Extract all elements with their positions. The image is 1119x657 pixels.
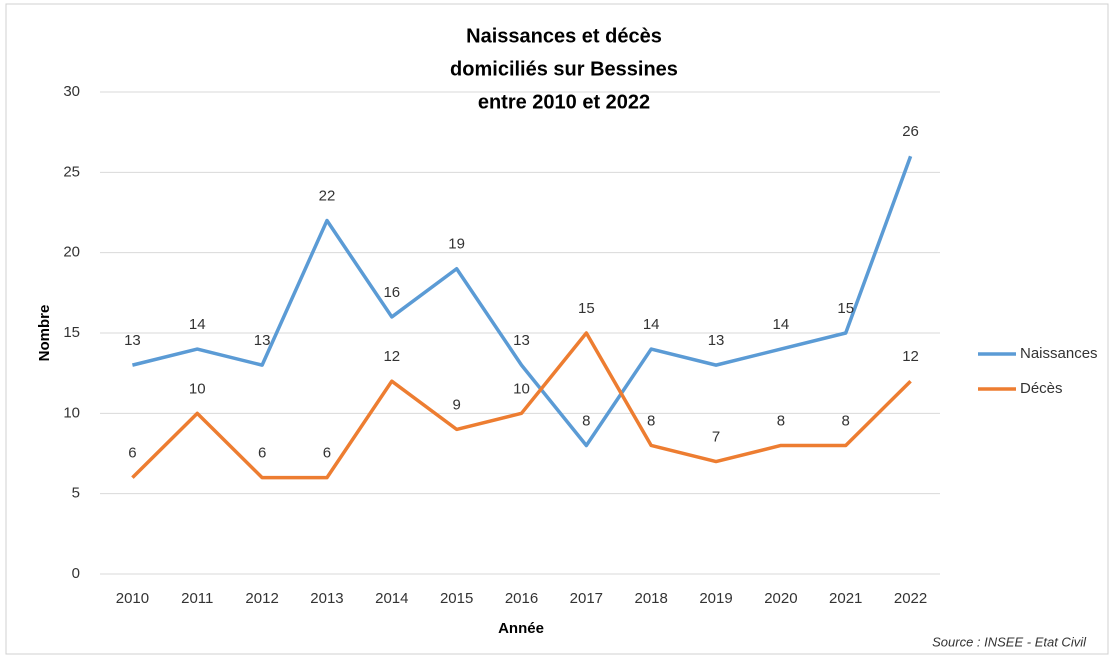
data-label: 13 — [254, 332, 271, 349]
y-tick-label: 15 — [63, 324, 80, 341]
legend-label: Décès — [1020, 380, 1063, 397]
data-label: 14 — [643, 316, 660, 333]
data-label: 12 — [902, 348, 919, 365]
data-label: 6 — [128, 445, 136, 462]
chart-title: entre 2010 et 2022 — [478, 91, 650, 113]
data-label: 13 — [513, 332, 530, 349]
data-label: 19 — [448, 236, 465, 253]
y-tick-label: 20 — [63, 244, 80, 261]
data-label: 15 — [837, 300, 854, 317]
line-series — [132, 155, 913, 448]
y-tick-label: 25 — [63, 163, 80, 180]
x-tick-label: 2017 — [570, 590, 603, 607]
x-tick-label: 2013 — [310, 590, 343, 607]
y-axis-label: Nombre — [36, 305, 53, 362]
data-label: 9 — [452, 396, 460, 413]
data-label: 16 — [383, 284, 400, 301]
y-tick-label: 5 — [72, 485, 80, 502]
data-label: 22 — [319, 188, 336, 205]
data-label: 6 — [323, 445, 331, 462]
data-label: 13 — [708, 332, 725, 349]
x-tick-label: 2022 — [894, 590, 927, 607]
data-label: 10 — [189, 380, 206, 397]
data-label: 7 — [712, 429, 720, 446]
data-label: 8 — [647, 412, 655, 429]
data-label: 10 — [513, 380, 530, 397]
x-tick-label: 2012 — [245, 590, 278, 607]
data-label: 13 — [124, 332, 141, 349]
chart-title: Naissances et décès — [466, 25, 662, 47]
data-label: 26 — [902, 123, 919, 140]
x-axis-label: Année — [498, 620, 544, 637]
x-tick-label: 2019 — [699, 590, 732, 607]
x-tick-label: 2018 — [635, 590, 668, 607]
legend-label: Naissances — [1020, 345, 1098, 362]
x-tick-label: 2015 — [440, 590, 473, 607]
y-tick-label: 30 — [63, 83, 80, 100]
data-label: 14 — [773, 316, 790, 333]
x-tick-label: 2011 — [181, 590, 213, 607]
y-tick-label: 0 — [72, 565, 80, 582]
x-tick-label: 2010 — [116, 590, 149, 607]
x-tick-label: 2020 — [764, 590, 797, 607]
x-tick-label: 2016 — [505, 590, 538, 607]
x-tick-label: 2014 — [375, 590, 408, 607]
data-label: 8 — [842, 412, 850, 429]
chart-border — [5, 3, 1109, 655]
data-label: 14 — [189, 316, 206, 333]
chart-title: domiciliés sur Bessines — [450, 58, 678, 80]
y-tick-label: 10 — [63, 404, 80, 421]
source-note: Source : INSEE - Etat Civil — [932, 634, 1087, 649]
x-tick-label: 2021 — [829, 590, 862, 607]
data-label: 6 — [258, 445, 266, 462]
data-label: 8 — [582, 412, 590, 429]
data-label: 8 — [777, 412, 785, 429]
data-label: 12 — [383, 348, 400, 365]
line-series — [131, 331, 912, 480]
data-label: 15 — [578, 300, 595, 317]
